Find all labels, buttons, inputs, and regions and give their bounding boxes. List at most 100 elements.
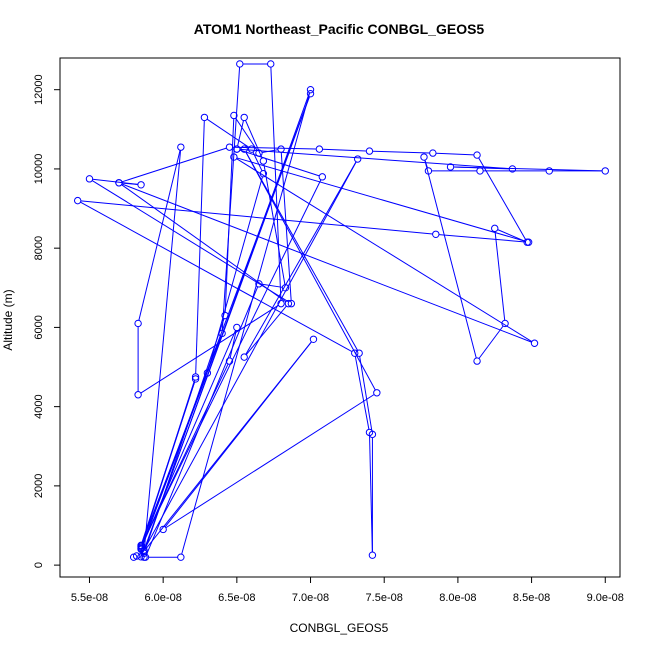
data-point	[177, 553, 185, 561]
series-segment	[142, 179, 322, 544]
series-segment	[478, 157, 526, 240]
series-segment	[478, 325, 504, 359]
data-point	[524, 238, 533, 246]
data-point	[255, 149, 263, 157]
x-tick-label: 5.5e-08	[71, 592, 108, 604]
data-point	[137, 542, 145, 550]
series-segment	[122, 182, 138, 185]
series-segment	[239, 149, 320, 177]
data-point	[545, 167, 553, 175]
data-point	[137, 544, 145, 553]
series-segment	[181, 92, 311, 555]
series-segment	[245, 120, 263, 159]
y-tick-label: 10000	[33, 154, 45, 185]
series-segment	[144, 96, 310, 548]
data-point	[240, 353, 248, 361]
data-point	[446, 163, 455, 171]
data-point	[259, 157, 268, 165]
data-point	[191, 373, 200, 381]
data-point	[134, 319, 142, 328]
data-point	[501, 319, 509, 328]
series-segment	[140, 304, 279, 394]
y-axis: 0 2000 4000 6000 8000 10000 12000	[33, 74, 61, 568]
series-segment	[91, 180, 289, 303]
series-segment	[141, 330, 237, 546]
series-segment	[494, 231, 506, 321]
data-point	[277, 299, 285, 308]
data-point	[236, 60, 244, 68]
y-tick-label: 6000	[33, 315, 45, 339]
series-segment	[237, 120, 244, 147]
plot-frame	[59, 57, 621, 578]
data-point	[137, 181, 145, 189]
series-segment	[262, 283, 283, 288]
data-point	[476, 167, 484, 175]
data-point	[284, 299, 293, 308]
y-axis-label: Altitude (m)	[1, 289, 15, 350]
data-point	[601, 167, 609, 175]
series-segment	[369, 435, 373, 553]
series-segment	[229, 330, 237, 359]
data-point	[432, 230, 440, 239]
series-segment	[424, 160, 477, 359]
data-point	[221, 311, 229, 320]
x-tick-label: 8.5e-08	[513, 592, 550, 604]
data-point	[230, 153, 238, 161]
series-segment	[322, 148, 367, 152]
data-point	[508, 165, 517, 173]
data-point	[203, 369, 212, 377]
data-point	[420, 153, 428, 161]
y-tick-label: 8000	[33, 236, 45, 260]
x-tick-label: 6.5e-08	[218, 592, 255, 604]
series-segment	[359, 356, 373, 432]
series-segment	[138, 150, 181, 321]
data-point	[473, 357, 481, 365]
data-point	[318, 173, 327, 181]
data-point	[281, 284, 290, 292]
x-axis: 5.5e-08 6.0e-08 6.5e-08 7.0e-08 7.5e-08 8.0e-…	[71, 576, 624, 604]
data-point	[259, 169, 268, 178]
series-segment	[121, 184, 287, 303]
series-segment	[206, 118, 250, 148]
y-tick-label: 12000	[33, 74, 45, 105]
y-tick-label: 4000	[33, 394, 45, 418]
x-tick-label: 7.0e-08	[292, 592, 329, 604]
data-point	[424, 167, 433, 175]
series-segment	[436, 152, 474, 156]
data-point	[177, 143, 185, 151]
x-tick-label: 8.0e-08	[439, 592, 476, 604]
series-segment	[121, 147, 227, 183]
series-segment	[239, 148, 510, 170]
data-point	[85, 175, 94, 183]
data-point	[225, 143, 234, 151]
data-point	[134, 391, 142, 399]
data-point	[73, 196, 82, 205]
series-segment	[497, 229, 525, 242]
series-segment	[245, 161, 357, 355]
data-point	[200, 113, 209, 122]
data-point	[429, 149, 437, 157]
data-point	[247, 145, 256, 153]
series-segment	[141, 96, 310, 546]
data-point	[132, 552, 141, 560]
data-point	[230, 111, 238, 120]
series-segment	[270, 67, 282, 301]
data-point	[225, 357, 234, 365]
series-segment	[141, 381, 196, 543]
data-point	[267, 60, 275, 68]
y-tick-label: 2000	[33, 474, 45, 498]
y-tick-label: 0	[33, 562, 45, 568]
series-segment	[372, 150, 430, 154]
series-layer	[73, 60, 609, 561]
chart-title: ATOM1 Northeast_Pacific CONBGL_GEOS5	[194, 21, 485, 37]
data-point	[240, 113, 248, 122]
data-point	[309, 335, 318, 343]
data-point	[141, 553, 150, 561]
data-point	[491, 224, 499, 233]
data-point	[530, 339, 539, 347]
series-segment	[263, 164, 286, 285]
series-segment	[224, 118, 235, 313]
data-point	[351, 349, 359, 357]
data-point	[159, 525, 167, 534]
